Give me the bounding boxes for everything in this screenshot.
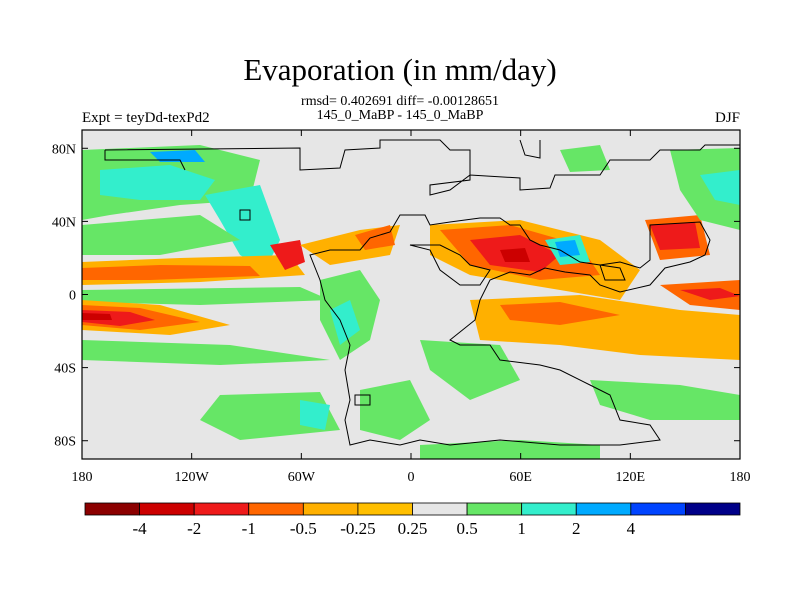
coastline	[519, 139, 541, 159]
colorbar-swatch	[302, 502, 359, 516]
colorbar-label: -2	[187, 519, 201, 538]
field-patch	[650, 222, 700, 250]
field-patch	[205, 185, 280, 270]
colorbar-swatch	[357, 502, 413, 516]
colorbar-label: 0.25	[398, 519, 428, 538]
field-patch	[700, 170, 740, 205]
field-patch	[270, 240, 305, 270]
coastline	[354, 394, 371, 406]
coastline	[104, 139, 740, 196]
lat-tick-label: 80N	[52, 142, 76, 157]
field-patch	[150, 150, 205, 162]
colorbar: -4 -2 -1 -0.5 -0.25 0.25 0.5 1 2 4	[84, 502, 741, 538]
field-patch	[420, 340, 520, 400]
field-patch	[560, 145, 610, 172]
lon-tick-label: 60W	[288, 470, 316, 485]
coastline	[104, 150, 186, 171]
lat-tick-label: 80S	[54, 435, 76, 450]
colorbar-swatch	[248, 502, 304, 516]
lon-tick-label: 0	[408, 470, 415, 485]
lon-tick-label: 120E	[616, 470, 646, 485]
lat-tick-label: 0	[69, 289, 76, 304]
field-patch	[590, 380, 740, 420]
field-patch	[82, 340, 330, 365]
colorbar-label: -0.5	[290, 519, 317, 538]
field-patch	[330, 300, 360, 345]
field-patch	[100, 165, 215, 200]
colorbar-swatch	[84, 502, 140, 516]
colorbar-swatch	[139, 502, 195, 516]
lon-tick-label: 60E	[509, 470, 532, 485]
lon-tick-label: 120W	[175, 470, 210, 485]
lat-tick-label: 40S	[54, 362, 76, 377]
lat-tick-label: 40N	[52, 215, 76, 230]
colorbar-label: 1	[517, 519, 526, 538]
field-patch	[555, 240, 580, 257]
coastline	[309, 214, 711, 446]
colorbar-swatch	[685, 502, 741, 516]
coastline	[409, 244, 491, 286]
coastline	[599, 264, 626, 281]
colorbar-swatch	[575, 502, 632, 516]
field-patch	[300, 400, 330, 430]
field-patch	[500, 302, 620, 325]
colorbar-label: -4	[132, 519, 147, 538]
experiment-label: Expt = teyDd-texPd2	[82, 110, 210, 126]
map-title: Evaporation (in mm/day)	[243, 52, 557, 87]
colorbar-label: -0.25	[340, 519, 375, 538]
coastlines	[104, 139, 740, 446]
season-label: DJF	[714, 110, 740, 126]
field-patches	[82, 145, 740, 459]
field-patch	[82, 313, 112, 320]
field-patch	[360, 380, 430, 440]
comparison-line: 145_0_MaBP - 145_0_MaBP	[316, 108, 484, 123]
colorbar-label: 2	[572, 519, 581, 538]
colorbar-label: 0.5	[456, 519, 477, 538]
colorbar-label: 4	[627, 519, 636, 538]
field-patch	[670, 148, 740, 230]
field-patch	[500, 248, 530, 262]
stats-line: rmsd= 0.402691 diff= -0.00128651	[301, 94, 499, 109]
colorbar-swatch	[521, 502, 577, 516]
axis-layer: 80N 40N 0 40S 80S 180 120W 60W 0 60E 120E 180	[52, 130, 751, 485]
lon-tick-label: 180	[72, 470, 93, 485]
lon-tick-label: 180	[730, 470, 751, 485]
coastline	[239, 209, 251, 221]
colorbar-swatch	[412, 502, 468, 516]
colorbar-swatch	[193, 502, 250, 516]
subtitle-block: rmsd= 0.402691 diff= -0.00128651 145_0_M…	[0, 95, 800, 123]
colorbar-swatch	[466, 502, 523, 516]
field-patch	[82, 287, 330, 305]
field-patch	[82, 265, 260, 280]
map-plot-area	[82, 130, 740, 459]
colorbar-swatch	[630, 502, 686, 516]
colorbar-label: -1	[242, 519, 256, 538]
field-patch	[82, 215, 240, 255]
field-patch	[680, 288, 740, 300]
